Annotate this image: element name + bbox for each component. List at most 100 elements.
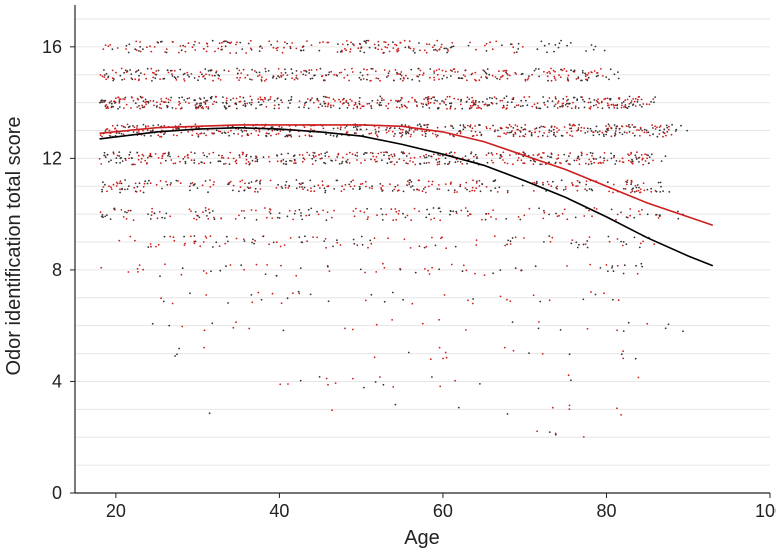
data-point [645, 129, 648, 132]
data-point [157, 124, 160, 126]
data-point [533, 103, 536, 106]
data-point [125, 48, 127, 50]
data-point [530, 134, 533, 137]
data-point [332, 98, 335, 101]
data-point [183, 78, 185, 80]
data-point [400, 135, 403, 138]
data-point [318, 153, 320, 156]
data-point [643, 131, 646, 134]
data-point [122, 133, 125, 136]
data-point [290, 160, 293, 162]
data-point [312, 154, 315, 157]
data-point [459, 185, 461, 188]
data-point [522, 135, 524, 137]
data-point [622, 101, 625, 103]
data-point [630, 101, 632, 104]
data-point [393, 188, 396, 191]
data-point [303, 106, 305, 109]
data-point [514, 131, 517, 134]
data-point [293, 162, 295, 165]
data-point [423, 98, 425, 100]
data-point [493, 130, 496, 133]
data-point [446, 76, 448, 79]
data-point [586, 130, 589, 133]
data-point [352, 179, 354, 182]
data-point [344, 183, 347, 186]
data-point [431, 236, 433, 239]
data-point [141, 106, 144, 109]
data-point [422, 72, 425, 75]
data-point [607, 129, 609, 132]
data-point [323, 240, 326, 243]
data-point [173, 69, 176, 72]
data-point [597, 98, 599, 100]
data-point [381, 99, 383, 102]
data-point [590, 188, 593, 191]
data-point [383, 51, 385, 54]
data-point [125, 159, 127, 162]
data-point [295, 74, 298, 77]
data-point [464, 126, 466, 129]
data-point [255, 209, 257, 212]
data-point [630, 153, 632, 155]
data-point [410, 186, 412, 188]
data-point [387, 74, 390, 77]
data-point [456, 132, 459, 135]
data-point [610, 152, 612, 155]
data-point [183, 235, 186, 238]
data-point [264, 98, 266, 100]
data-point [363, 386, 365, 389]
data-point [605, 133, 608, 136]
data-point [344, 127, 347, 129]
data-point [630, 191, 632, 194]
data-point [200, 104, 203, 107]
data-point [277, 68, 280, 70]
data-point [236, 67, 239, 70]
data-point [483, 70, 486, 72]
data-point [439, 154, 441, 157]
data-point [596, 106, 599, 109]
data-point [494, 179, 497, 182]
data-point [182, 73, 185, 76]
data-point [416, 124, 419, 126]
data-point [548, 299, 551, 302]
data-point [488, 73, 491, 76]
data-point [152, 124, 155, 127]
data-point [626, 98, 629, 101]
data-point [469, 125, 472, 128]
data-point [506, 104, 509, 107]
data-point [238, 154, 241, 157]
data-point [174, 162, 177, 165]
data-point [586, 240, 589, 242]
data-point [418, 73, 421, 76]
data-point [417, 75, 419, 78]
data-point [323, 102, 326, 105]
data-point [548, 70, 550, 73]
data-point [467, 299, 469, 302]
data-point [278, 217, 281, 219]
data-point [599, 156, 602, 159]
data-point [235, 97, 238, 100]
data-point [101, 135, 103, 138]
data-point [193, 159, 196, 162]
data-point [582, 243, 585, 246]
data-point [360, 78, 362, 81]
data-point [194, 123, 197, 126]
data-point [300, 71, 302, 73]
data-point [577, 128, 580, 131]
data-point [208, 211, 211, 214]
data-point [147, 246, 150, 249]
data-point [410, 68, 413, 71]
data-point [197, 106, 200, 109]
data-point [633, 134, 636, 137]
data-point [442, 74, 445, 77]
data-point [501, 99, 504, 102]
data-point [464, 75, 467, 78]
data-point [566, 102, 568, 105]
data-point [462, 124, 465, 126]
data-point [128, 43, 131, 46]
data-point [439, 385, 442, 388]
data-point [589, 127, 592, 130]
data-point [514, 236, 517, 239]
data-point [193, 77, 196, 79]
